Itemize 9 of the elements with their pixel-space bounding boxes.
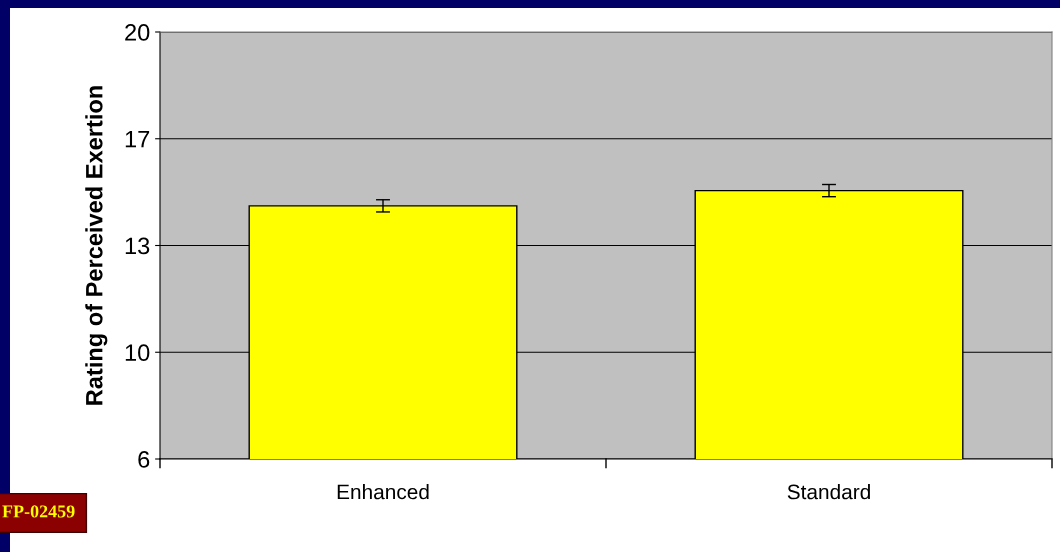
y-tick-label: 13	[125, 237, 150, 255]
y-tick-label: 10	[125, 344, 150, 362]
text: FP-02459	[2, 505, 75, 518]
x-tick-label: Standard	[787, 484, 870, 500]
y-tick-label: 20	[125, 24, 150, 41]
y-tick-label: 6	[138, 451, 150, 468]
y-tick-label: 17	[125, 131, 150, 148]
y-axis-title: Rating of Perceived Exertion	[85, 86, 108, 405]
x-tick-label: Enhanced	[337, 484, 429, 500]
